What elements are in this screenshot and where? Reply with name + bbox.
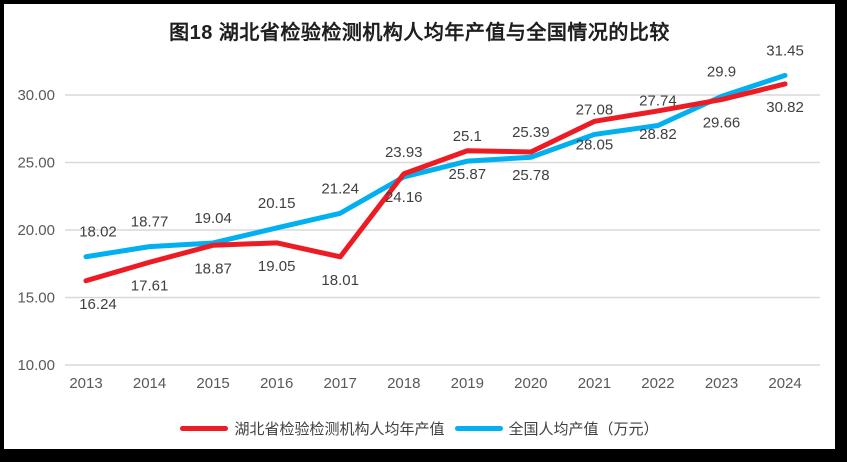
data-label-national: 23.93 [385, 144, 423, 161]
data-label-national: 25.1 [453, 128, 482, 145]
x-axis-tick-label: 2014 [133, 375, 166, 392]
x-axis-tick-label: 2013 [69, 375, 102, 392]
data-label-hubei: 17.61 [131, 277, 169, 294]
x-axis-tick-label: 2022 [641, 375, 674, 392]
data-label-hubei: 19.05 [258, 258, 296, 275]
data-label-hubei: 18.87 [194, 260, 232, 277]
data-label-national: 20.15 [258, 195, 296, 212]
data-label-national: 29.9 [707, 63, 736, 80]
x-axis-tick-label: 2016 [260, 375, 293, 392]
series-line-hubei [83, 81, 788, 284]
x-axis-tick-label: 2019 [451, 375, 484, 392]
y-axis-tick-label: 20.00 [17, 222, 55, 239]
legend: 湖北省检验检测机构人均年产值 全国人均产值（万元） [4, 418, 835, 439]
chart-title: 图18 湖北省检验检测机构人均年产值与全国情况的比较 [169, 22, 670, 44]
data-label-hubei: 16.24 [79, 296, 117, 313]
x-axis-tick-label: 2021 [578, 375, 611, 392]
legend-item-hubei: 湖北省检验检测机构人均年产值 [180, 418, 445, 439]
legend-label-national: 全国人均产值（万元） [508, 421, 659, 438]
legend-item-national: 全国人均产值（万元） [454, 418, 659, 439]
data-label-hubei: 25.87 [449, 166, 487, 183]
legend-label-hubei: 湖北省检验检测机构人均年产值 [234, 421, 445, 438]
data-label-national: 21.24 [321, 180, 359, 197]
data-label-national: 19.04 [194, 210, 232, 227]
x-axis-tick-label: 2023 [705, 375, 738, 392]
data-label-national: 25.39 [512, 124, 550, 141]
data-label-hubei: 24.16 [385, 189, 423, 206]
data-label-national: 31.45 [766, 42, 804, 59]
data-label-national: 18.77 [131, 214, 169, 231]
x-axis-tick-label: 2020 [514, 375, 547, 392]
data-label-hubei: 29.66 [703, 115, 741, 132]
data-label-hubei: 30.82 [766, 99, 804, 116]
x-axis-tick-label: 2018 [387, 375, 420, 392]
y-axis-tick-label: 15.00 [17, 290, 55, 307]
data-label-hubei: 18.01 [321, 272, 359, 289]
y-axis-tick-label: 10.00 [17, 357, 55, 374]
y-axis-tick-label: 25.00 [17, 155, 55, 172]
series-line-national [83, 72, 788, 260]
y-axis-tick-label: 30.00 [17, 87, 55, 104]
legend-line-swatch-hubei [180, 426, 229, 431]
x-axis-tick-label: 2015 [196, 375, 229, 392]
line-chart-plot-area: 10.00 15.00 20.00 25.00 30.00 2013 2014 2015 201… [17, 42, 820, 392]
data-label-national: 27.74 [639, 93, 677, 110]
legend-line-swatch-national [454, 426, 503, 431]
x-axis-tick-label: 2024 [768, 375, 801, 392]
data-label-hubei: 25.78 [512, 167, 550, 184]
data-label-national: 27.08 [576, 101, 614, 118]
data-label-national: 18.02 [79, 224, 117, 241]
x-axis-tick-label: 2017 [324, 375, 357, 392]
data-label-hubei: 28.82 [639, 126, 677, 143]
data-label-hubei: 28.05 [576, 136, 614, 153]
